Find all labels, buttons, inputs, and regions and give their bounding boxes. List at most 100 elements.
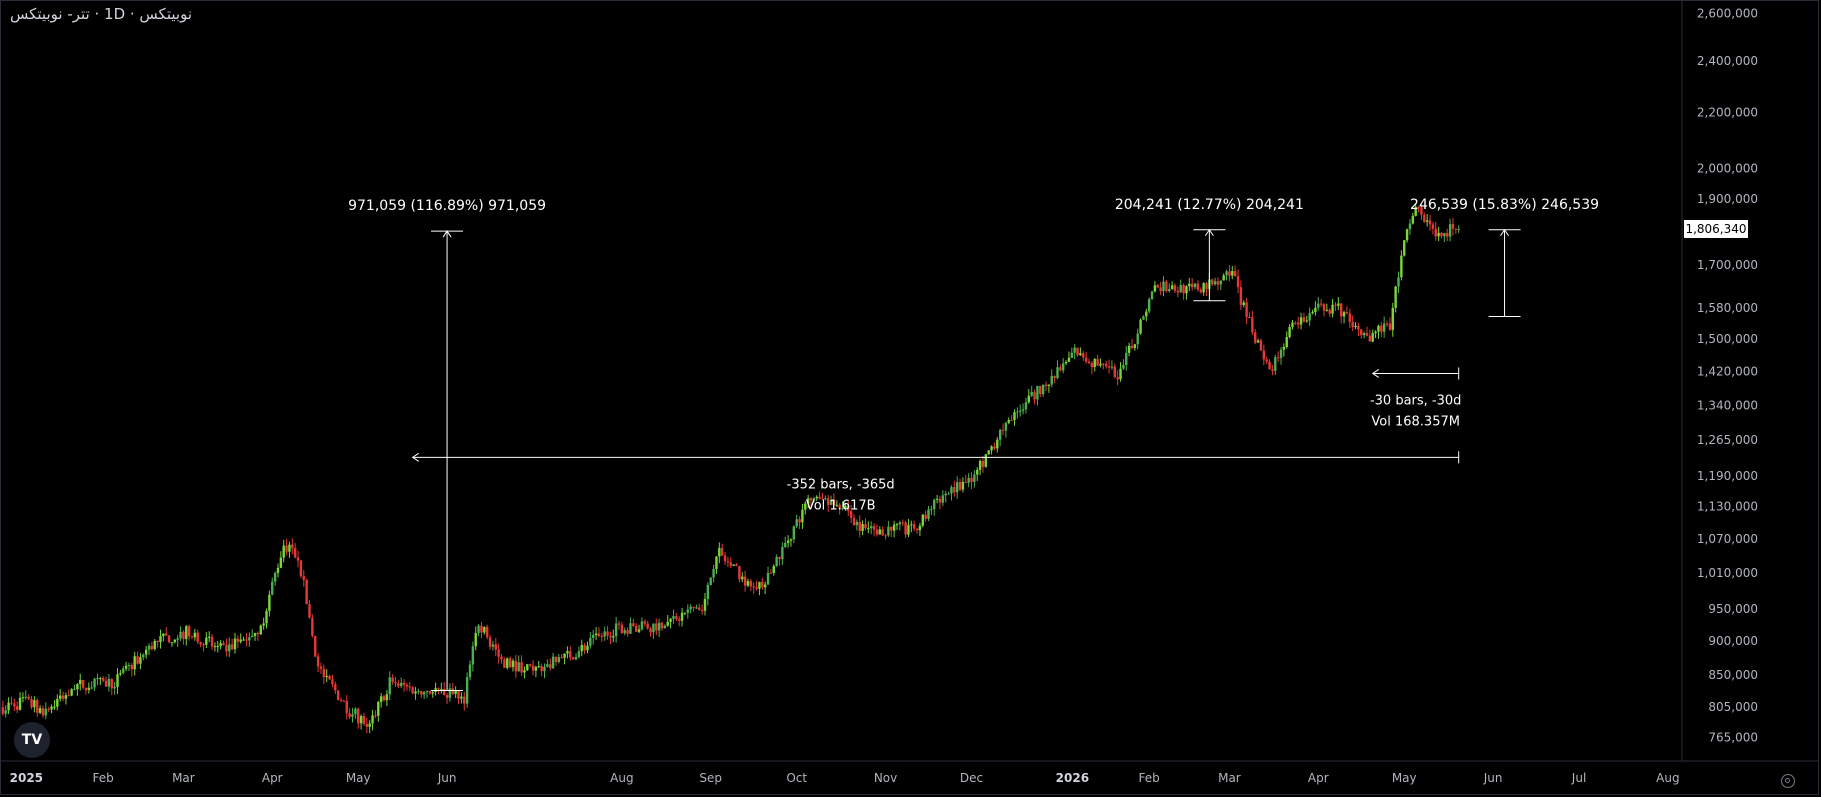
candle-body <box>657 622 661 631</box>
candle-body <box>732 564 735 566</box>
measurement-annotations: 971,059 (116.89%) 971,059 204,241 (12.77%… <box>348 197 1599 692</box>
time-axis[interactable]: 2025 Feb Mar Apr May Jun Aug Sep Oct Nov Dec 2026 Fe… <box>10 771 1680 785</box>
price-range-arrow <box>1204 228 1214 237</box>
candle-body <box>127 665 131 667</box>
candle-body <box>537 666 540 668</box>
candle-body <box>70 689 73 696</box>
candle-body <box>858 521 861 531</box>
candle-body <box>1024 402 1028 410</box>
candle-body <box>861 524 864 531</box>
candle-body <box>288 544 291 552</box>
candle-body <box>1162 281 1165 292</box>
candle-body <box>1302 317 1306 322</box>
gear-icon[interactable] <box>1781 774 1795 788</box>
candle-body <box>61 695 65 699</box>
y-tick-label: 1,580,000 <box>1697 301 1758 315</box>
candle-body <box>480 625 483 633</box>
candle-body <box>239 639 242 642</box>
candle-body <box>718 548 721 557</box>
candle-body <box>1067 357 1071 362</box>
candle-body <box>319 666 323 669</box>
candle-body <box>640 621 644 630</box>
candle-body <box>15 706 19 710</box>
candle-body <box>1122 364 1125 369</box>
candle-body <box>1130 345 1134 348</box>
candle-body <box>457 691 460 699</box>
candle-body <box>58 695 62 699</box>
candle-body <box>1156 285 1159 288</box>
candle-body <box>331 679 334 685</box>
candle-body <box>838 504 841 509</box>
candle-body <box>1213 281 1217 285</box>
candle-body <box>488 637 492 647</box>
candle-body <box>892 524 896 531</box>
candle-body <box>560 657 563 659</box>
candle-body <box>47 708 50 710</box>
candle-body <box>1093 358 1096 368</box>
candle-body <box>440 688 443 690</box>
candle-body <box>1382 323 1386 332</box>
candle-body <box>703 599 707 611</box>
y-tick-label: 900,000 <box>1708 634 1758 648</box>
candle-body <box>1202 283 1205 293</box>
candle-body <box>554 656 558 663</box>
candle-body <box>1159 287 1162 292</box>
candle-body <box>1339 303 1343 317</box>
candle-body <box>38 708 42 713</box>
candle-body <box>528 664 532 666</box>
candle-body <box>454 691 457 694</box>
candle-body <box>901 522 904 524</box>
price-axis[interactable]: 765,000 805,000 850,000 900,000 950,000 1,010… <box>1684 6 1758 744</box>
candle-body <box>339 699 343 701</box>
candle-body <box>520 662 523 673</box>
date-range-label: -30 bars, -30d <box>1370 393 1461 408</box>
candle-body <box>259 625 262 635</box>
candle-body <box>689 606 692 610</box>
candle-body <box>448 688 452 698</box>
candle-body <box>165 633 168 636</box>
candle-body <box>18 697 22 710</box>
candle-body <box>325 675 328 678</box>
candle-body <box>1147 299 1151 312</box>
candle-body <box>1173 285 1177 291</box>
candle-body <box>675 616 678 620</box>
current-price-label-bg <box>1684 219 1748 238</box>
candle-body <box>540 666 543 672</box>
candle-body <box>351 714 354 717</box>
candle-body <box>941 495 945 503</box>
candle-body <box>408 686 412 688</box>
candle-body <box>219 643 222 647</box>
candle-body <box>1268 361 1271 370</box>
candle-body <box>637 629 641 632</box>
candle-body <box>10 702 13 704</box>
candle-body <box>635 626 638 632</box>
candle-body <box>445 695 449 698</box>
y-tick-label: 1,010,000 <box>1697 566 1758 580</box>
candle-body <box>563 653 566 658</box>
price-range-label: 246,539 (15.83%) 246,539 <box>1410 197 1599 213</box>
x-tick-label: Oct <box>786 771 807 785</box>
x-tick-label: Aug <box>1656 771 1679 785</box>
candle-body <box>534 666 538 671</box>
candle-body <box>686 609 689 613</box>
candle-body <box>1337 303 1340 306</box>
candle-body <box>417 691 420 693</box>
candle-body <box>806 498 810 504</box>
candle-body <box>362 716 366 724</box>
y-tick-label: 765,000 <box>1708 730 1758 744</box>
candle-body <box>1279 349 1283 358</box>
candle-body <box>53 706 56 708</box>
candle-body <box>752 586 755 588</box>
tradingview-logo-icon[interactable]: TV <box>14 722 50 758</box>
x-tick-label: Mar <box>172 771 195 785</box>
y-tick-label: 805,000 <box>1708 700 1758 714</box>
candle-body <box>1368 335 1372 342</box>
candle-body <box>196 632 199 642</box>
candle-body <box>1033 391 1036 400</box>
candle-body <box>225 644 228 652</box>
candle-body <box>996 439 999 449</box>
candle-body <box>672 616 675 619</box>
candle-body <box>614 623 618 637</box>
candle-body <box>1182 285 1185 294</box>
